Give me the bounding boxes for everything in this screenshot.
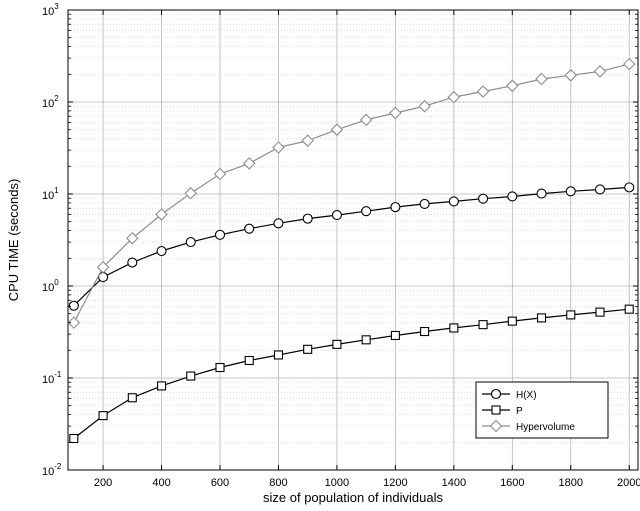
data-point-circle <box>624 182 635 193</box>
series-circle <box>68 182 635 311</box>
legend-marker-square <box>491 405 501 415</box>
data-point-diamond <box>126 232 139 245</box>
data-point-square <box>244 355 254 366</box>
legend-label: P <box>516 406 523 417</box>
data-point-diamond <box>418 99 431 113</box>
data-point-diamond <box>359 113 373 127</box>
x-tick-label: 1000 <box>325 477 349 489</box>
data-point-circle <box>390 202 401 213</box>
data-point-square <box>566 310 576 320</box>
y-axis-ticks: 10-2 10-1 100 101 102 103 <box>42 2 638 478</box>
data-point-diamond <box>184 186 198 200</box>
data-point-circle <box>68 300 79 311</box>
x-axis-label: size of population of individuals <box>263 490 443 505</box>
data-point-diamond <box>389 106 402 120</box>
data-point-circle <box>361 206 372 217</box>
x-tick-label: 400 <box>152 477 170 489</box>
data-point-circle <box>127 257 138 268</box>
data-point-diamond <box>155 208 168 221</box>
data-point-diamond <box>593 65 607 78</box>
data-point-circle <box>594 184 606 195</box>
data-point-square <box>127 393 137 403</box>
data-point-circle <box>302 213 313 224</box>
data-point-diamond <box>213 167 227 181</box>
data-point-square <box>624 304 634 314</box>
data-point-diamond <box>506 79 519 93</box>
y-tick-label: 101 <box>42 186 59 202</box>
data-point-square <box>361 335 371 345</box>
data-point-circle <box>244 223 255 234</box>
x-axis-ticks: 200 400 600 800 1000 1200 1400 1600 1800 2000 <box>94 10 640 489</box>
data-point-square <box>507 316 517 326</box>
legend-marker-diamond <box>489 419 503 433</box>
x-tick-label: 200 <box>94 477 112 489</box>
data-point-diamond <box>622 57 636 71</box>
data-point-circle <box>507 191 518 202</box>
legend-label: Hypervolume <box>516 422 575 433</box>
x-tick-label: 2000 <box>617 477 640 489</box>
grid <box>68 10 638 470</box>
data-point-diamond <box>272 141 285 154</box>
data-point-square <box>536 313 547 323</box>
legend-marker-circle <box>490 388 502 400</box>
legend-label: H(X) <box>516 390 537 401</box>
series-square <box>69 304 634 444</box>
x-tick-label: 1800 <box>559 477 583 489</box>
x-tick-label: 1600 <box>500 477 524 489</box>
data-point-circle <box>419 198 430 209</box>
data-point-square <box>478 320 488 330</box>
data-point-diamond <box>242 157 256 170</box>
y-tick-label: 102 <box>42 94 59 110</box>
data-point-diamond <box>67 316 81 329</box>
data-point-circle <box>273 218 284 229</box>
y-tick-label: 10-2 <box>42 462 62 478</box>
x-tick-label: 1200 <box>383 477 407 489</box>
series-layer <box>67 57 636 444</box>
data-point-diamond <box>564 69 578 82</box>
y-tick-label: 100 <box>42 278 59 294</box>
data-point-square <box>449 323 459 333</box>
data-point-square <box>69 433 79 444</box>
data-point-diamond <box>330 123 344 136</box>
data-point-square <box>332 339 342 349</box>
data-point-square <box>98 411 108 421</box>
data-point-square <box>186 371 196 381</box>
data-point-square <box>420 326 430 337</box>
data-point-circle <box>478 193 489 204</box>
x-tick-label: 800 <box>269 477 287 489</box>
data-point-circle <box>536 188 547 199</box>
data-point-square <box>215 362 225 373</box>
data-point-diamond <box>301 134 314 147</box>
data-point-diamond <box>535 72 548 86</box>
y-axis-label: CPU TIME (seconds) <box>6 179 21 302</box>
y-tick-label: 10-1 <box>42 370 62 386</box>
x-tick-label: 1400 <box>442 477 466 489</box>
x-tick-label: 600 <box>211 477 229 489</box>
data-point-circle <box>214 229 226 240</box>
data-point-circle <box>185 237 196 248</box>
data-point-square <box>390 330 400 341</box>
series-diamond <box>67 57 636 329</box>
data-point-square <box>595 307 605 317</box>
data-point-circle <box>565 186 576 197</box>
data-point-circle <box>331 210 342 221</box>
y-tick-label: 103 <box>42 2 59 18</box>
data-point-square <box>156 381 167 391</box>
data-point-square <box>303 344 313 354</box>
series-line <box>73 308 630 439</box>
data-point-circle <box>448 196 459 207</box>
data-point-diamond <box>447 90 461 104</box>
data-point-diamond <box>476 85 490 98</box>
data-point-diamond <box>96 260 110 274</box>
data-point-square <box>273 350 284 360</box>
data-point-circle <box>156 245 167 257</box>
legend: H(X) P Hypervolume <box>475 381 609 439</box>
